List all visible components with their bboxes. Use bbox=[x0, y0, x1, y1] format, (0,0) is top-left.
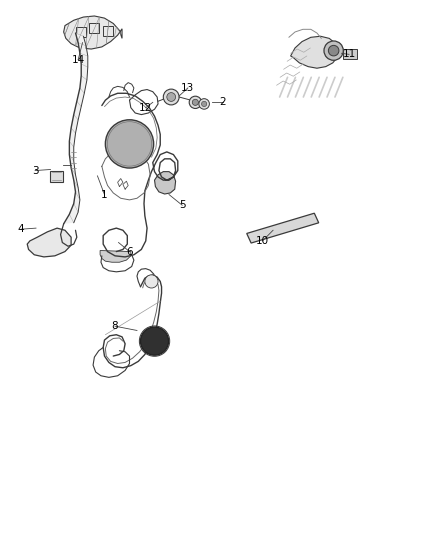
Polygon shape bbox=[100, 251, 131, 262]
Polygon shape bbox=[64, 33, 88, 224]
Text: 14: 14 bbox=[71, 55, 85, 64]
Text: 4: 4 bbox=[18, 224, 25, 234]
FancyBboxPatch shape bbox=[50, 171, 63, 182]
Polygon shape bbox=[154, 172, 175, 194]
Text: 2: 2 bbox=[219, 98, 226, 107]
Text: 1: 1 bbox=[101, 190, 108, 199]
Ellipse shape bbox=[166, 93, 175, 101]
Ellipse shape bbox=[140, 327, 168, 355]
Ellipse shape bbox=[105, 120, 153, 168]
Ellipse shape bbox=[189, 96, 201, 109]
Ellipse shape bbox=[145, 275, 158, 288]
Text: 5: 5 bbox=[178, 200, 185, 210]
Text: 6: 6 bbox=[126, 247, 133, 256]
Text: 10: 10 bbox=[255, 236, 268, 246]
Polygon shape bbox=[64, 16, 122, 49]
FancyBboxPatch shape bbox=[343, 49, 357, 59]
Ellipse shape bbox=[163, 89, 179, 105]
Text: 13: 13 bbox=[181, 83, 194, 93]
Text: 11: 11 bbox=[342, 50, 355, 59]
Polygon shape bbox=[246, 213, 318, 243]
Ellipse shape bbox=[192, 99, 198, 106]
Polygon shape bbox=[27, 228, 71, 257]
Text: 8: 8 bbox=[111, 321, 118, 331]
Ellipse shape bbox=[328, 45, 338, 56]
Polygon shape bbox=[290, 36, 338, 68]
Text: 3: 3 bbox=[32, 166, 39, 175]
Ellipse shape bbox=[323, 41, 343, 60]
Ellipse shape bbox=[198, 99, 209, 109]
Ellipse shape bbox=[201, 101, 206, 107]
Text: 12: 12 bbox=[139, 103, 152, 112]
